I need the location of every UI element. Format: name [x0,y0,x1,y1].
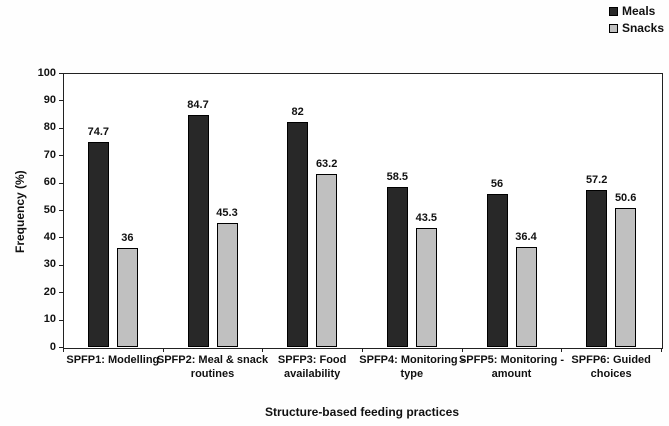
x-category-label: SPFP6: Guided choices [571,354,651,380]
bar-snacks [216,222,238,347]
x-tick-mark [162,348,164,352]
bar-meals [187,114,209,347]
bar-meals [386,186,408,347]
bar-meals [287,122,309,347]
y-tick-label: 90 [43,93,56,106]
y-tick-mark [59,292,63,294]
bar-value-label: 84.7 [187,98,209,111]
y-tick-mark [59,182,63,184]
bar-value-label: 74.7 [87,126,110,139]
plot-area [63,73,663,349]
bar-snacks [615,208,637,347]
x-tick-mark [362,348,363,352]
legend-label: Meals [621,4,656,18]
y-tick-label: 50 [43,203,56,216]
x-tick-mark [461,348,463,352]
bar-value-label: 43.5 [415,211,438,224]
y-tick-label: 60 [43,176,56,189]
x-category-label: SPFP3: Food availability [277,354,347,380]
x-tick-mark [561,348,563,352]
bar-value-label: 56 [490,177,504,190]
y-tick-label: 30 [43,258,56,271]
bar-meals [586,190,608,347]
y-tick-label: 0 [49,340,56,353]
y-tick-label: 80 [43,121,56,134]
bar-value-label: 57.2 [585,174,608,187]
x-category-label: SPFP1: Modelling [66,354,160,366]
bar-snacks [515,247,537,347]
x-category-label: SPFP2: Meal & snack routines [156,354,269,380]
bar-value-label: 50.6 [614,192,637,205]
y-tick-mark [59,210,63,211]
chart-legend: Meals Snacks [608,4,664,35]
x-tick-mark [63,348,64,352]
bar-snacks [316,173,338,347]
y-tick-mark [59,347,63,348]
bar-value-label: 82 [291,106,304,119]
y-tick-mark [59,319,63,321]
bar-value-label: 36 [121,232,134,245]
legend-swatch-meals [608,6,618,16]
y-tick-mark [59,127,63,129]
bar-value-label: 63.2 [315,157,338,170]
legend-swatch-snacks [608,23,618,33]
x-tick-mark [661,348,662,352]
x-category-label: SPFP5: Monitoring - amount [458,354,565,380]
y-tick-label: 10 [43,313,56,326]
y-tick-label: 20 [43,285,56,298]
bar-meals [87,142,109,347]
bar-value-label: 36.4 [515,231,537,244]
bar-snacks [415,227,437,347]
bar-value-label: 58.5 [386,170,409,183]
y-tick-label: 100 [37,66,56,79]
bar-snacks [116,248,138,347]
y-tick-label: 40 [43,230,56,243]
x-category-label: SPFP4: Monitoring - type [359,354,465,380]
y-tick-mark [59,155,63,157]
x-tick-mark [262,348,264,352]
y-tick-mark [59,237,63,239]
y-tick-mark [59,100,63,102]
legend-item-meals: Meals [608,4,664,18]
legend-item-snacks: Snacks [608,21,664,35]
y-tick-mark [59,264,63,266]
x-axis-title: Structure-based feeding practices [264,405,460,419]
bar-value-label: 45.3 [216,206,238,219]
legend-label: Snacks [621,21,664,35]
bar-meals [486,193,508,347]
y-tick-label: 70 [43,148,56,161]
y-tick-mark [59,73,63,74]
